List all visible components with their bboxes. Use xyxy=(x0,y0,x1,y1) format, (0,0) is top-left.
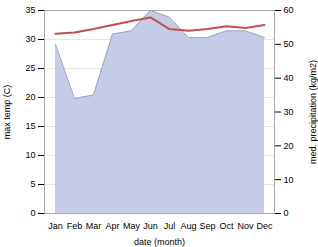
svg-text:10: 10 xyxy=(284,175,294,185)
svg-text:50: 50 xyxy=(284,39,294,49)
svg-text:Jul: Jul xyxy=(164,221,176,231)
svg-text:10: 10 xyxy=(25,150,35,160)
svg-text:0: 0 xyxy=(284,208,289,218)
svg-text:date (month): date (month) xyxy=(134,237,185,247)
svg-text:Mar: Mar xyxy=(86,221,102,231)
svg-text:Dec: Dec xyxy=(256,221,273,231)
svg-text:25: 25 xyxy=(25,63,35,73)
svg-text:Apr: Apr xyxy=(105,221,119,231)
svg-text:Jan: Jan xyxy=(48,221,63,231)
svg-text:20: 20 xyxy=(25,92,35,102)
svg-text:30: 30 xyxy=(284,107,294,117)
svg-text:max temp (C): max temp (C) xyxy=(2,85,12,140)
svg-text:Jun: Jun xyxy=(143,221,158,231)
svg-text:Oct: Oct xyxy=(219,221,234,231)
svg-text:5: 5 xyxy=(30,179,35,189)
svg-text:Feb: Feb xyxy=(67,221,83,231)
svg-text:0: 0 xyxy=(30,208,35,218)
svg-text:med. precipitation (kg/m2): med. precipitation (kg/m2) xyxy=(308,60,318,164)
svg-text:35: 35 xyxy=(25,5,35,15)
svg-text:May: May xyxy=(123,221,141,231)
svg-text:Nov: Nov xyxy=(237,221,254,231)
svg-text:Aug: Aug xyxy=(180,221,196,231)
svg-text:Sep: Sep xyxy=(199,221,215,231)
svg-text:60: 60 xyxy=(284,5,294,15)
svg-text:15: 15 xyxy=(25,121,35,131)
svg-text:20: 20 xyxy=(284,141,294,151)
svg-text:30: 30 xyxy=(25,34,35,44)
svg-text:40: 40 xyxy=(284,73,294,83)
